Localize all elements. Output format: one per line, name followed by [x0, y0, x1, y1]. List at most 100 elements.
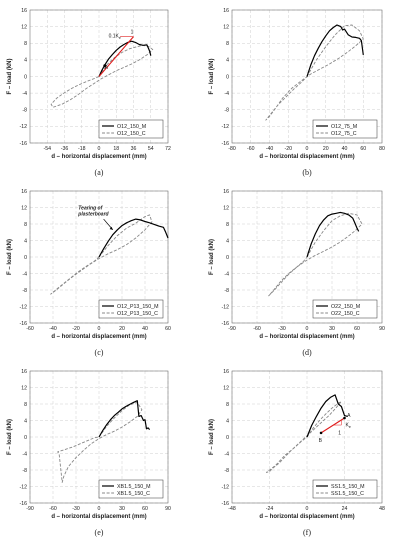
- chart-panel-b: -80 -60 -40 -20 0 20 40 60 80-16-12-8-40481216d …: [209, 8, 385, 177]
- annotation-point-a: A: [347, 413, 351, 419]
- y-tick-label: 16: [21, 8, 27, 14]
- series-line-XB1.5_150_M: [98, 400, 151, 438]
- y-tick-label: -16: [222, 141, 230, 147]
- y-tick-label: 8: [24, 41, 27, 47]
- x-tick-label: -90: [228, 326, 236, 332]
- y-tick-label: 4: [226, 238, 229, 244]
- slope-triangle-f: [333, 420, 342, 426]
- x-tick-label: -48: [228, 506, 236, 512]
- x-tick-label: -40: [266, 146, 274, 152]
- y-tick-label: 8: [226, 222, 229, 228]
- x-tick-label: 72: [165, 146, 171, 152]
- panel-label: (d): [302, 348, 312, 357]
- y-axis-label: F – load (kN): [7, 58, 13, 94]
- panel-label: (b): [302, 168, 312, 177]
- y-tick-label: 4: [24, 238, 27, 244]
- x-tick-label: -18: [78, 146, 86, 152]
- series-line-O12_75_M: [306, 24, 364, 77]
- y-tick-label: 4: [226, 418, 229, 424]
- legend-entry: O12_75_C: [331, 131, 357, 137]
- y-tick-label: 8: [226, 41, 229, 47]
- x-tick-label: -60: [49, 506, 57, 512]
- y-tick-label: -8: [224, 108, 229, 114]
- y-tick-label: -4: [22, 451, 27, 457]
- y-tick-label: 12: [223, 385, 229, 391]
- annotation-unit: 1: [338, 430, 341, 436]
- x-tick-label: -30: [278, 326, 286, 332]
- x-tick-label: 60: [142, 506, 148, 512]
- y-axis-label: F – load (kN): [7, 419, 13, 455]
- x-tick-label: 30: [119, 506, 125, 512]
- x-tick-label: 40: [142, 326, 148, 332]
- y-tick-label: 16: [21, 369, 27, 375]
- annotation-unit: 1: [131, 29, 134, 35]
- x-tick-label: -60: [253, 326, 261, 332]
- plot-frame: [29, 370, 169, 504]
- legend-box: [312, 299, 378, 319]
- y-tick-label: -4: [224, 271, 229, 277]
- y-axis-label: F – load (kN): [209, 239, 215, 275]
- y-tick-label: 0: [226, 435, 229, 441]
- panel-label: (c): [95, 348, 104, 357]
- x-tick-label: -60: [247, 146, 255, 152]
- x-tick-label: -90: [26, 506, 34, 512]
- y-tick-label: -16: [222, 501, 230, 507]
- series-line-SS1.5_150_M: [306, 394, 348, 438]
- y-tick-label: 0: [24, 435, 27, 441]
- y-tick-label: -8: [22, 468, 27, 474]
- y-tick-label: 4: [24, 418, 27, 424]
- x-tick-label: 80: [379, 146, 385, 152]
- x-tick-label: -54: [44, 146, 52, 152]
- series-line-O22_150_C: [268, 212, 363, 297]
- point-marker-b: [319, 431, 323, 435]
- y-tick-label: -16: [20, 501, 28, 507]
- annotation-point-b: B: [319, 438, 323, 444]
- y-tick-label: -4: [224, 451, 229, 457]
- y-tick-label: 12: [21, 205, 27, 211]
- x-tick-label: 18: [113, 146, 119, 152]
- x-tick-label: 90: [379, 326, 385, 332]
- x-tick-label: -60: [26, 326, 34, 332]
- y-tick-label: 0: [24, 255, 27, 261]
- x-axis-label: d – horizontal displacement (mm): [51, 154, 146, 160]
- legend-entry: O12_150_M: [117, 124, 146, 130]
- chart-panel-d: -90 -60 -30 0 30 60 90 -16 -12 -8 -4 0 4 8 12 16 d – hor…: [209, 189, 385, 357]
- panel-label: (e): [95, 528, 104, 537]
- plot-frame: [29, 190, 169, 324]
- y-tick-label: -12: [20, 484, 28, 490]
- series-line-O12_P13_150_M: [98, 218, 169, 258]
- y-tick-label: -16: [222, 321, 230, 327]
- x-tick-label: 0: [306, 506, 309, 512]
- point-marker-a: [343, 416, 346, 420]
- y-tick-label: 4: [24, 58, 27, 64]
- y-tick-label: 0: [226, 74, 229, 80]
- legend-box: [98, 479, 164, 499]
- x-tick-label: 20: [323, 146, 329, 152]
- x-tick-label: -40: [49, 326, 57, 332]
- legend-entry: O22_150_C: [331, 311, 360, 317]
- x-tick-label: 0: [98, 326, 101, 332]
- x-axis-label: d – horizontal displacement (mm): [51, 514, 146, 520]
- y-tick-label: -4: [22, 271, 27, 277]
- x-tick-label: 0: [98, 506, 101, 512]
- legend-entry: XB1.5_150_M: [117, 484, 151, 490]
- legend-entry: XB1.5_150_C: [117, 491, 150, 497]
- y-axis-label: F – load (kN): [209, 58, 215, 94]
- y-tick-label: 16: [223, 369, 229, 375]
- x-tick-label: -80: [228, 146, 236, 152]
- x-tick-label: 0: [306, 326, 309, 332]
- x-tick-label: 60: [165, 326, 171, 332]
- y-tick-label: 0: [24, 74, 27, 80]
- y-tick-label: -12: [20, 304, 28, 310]
- y-axis-label: F – load (kN): [7, 239, 13, 275]
- legend-entry: O22_150_M: [331, 304, 360, 310]
- annotation-tearing-line1: Tearing of: [78, 206, 103, 212]
- annotation-tearing-line2: plasterboard: [77, 212, 109, 218]
- x-tick-label: -24: [266, 506, 274, 512]
- x-axis-label: d – horizontal displacement (mm): [259, 514, 354, 520]
- legend-box: [98, 119, 164, 139]
